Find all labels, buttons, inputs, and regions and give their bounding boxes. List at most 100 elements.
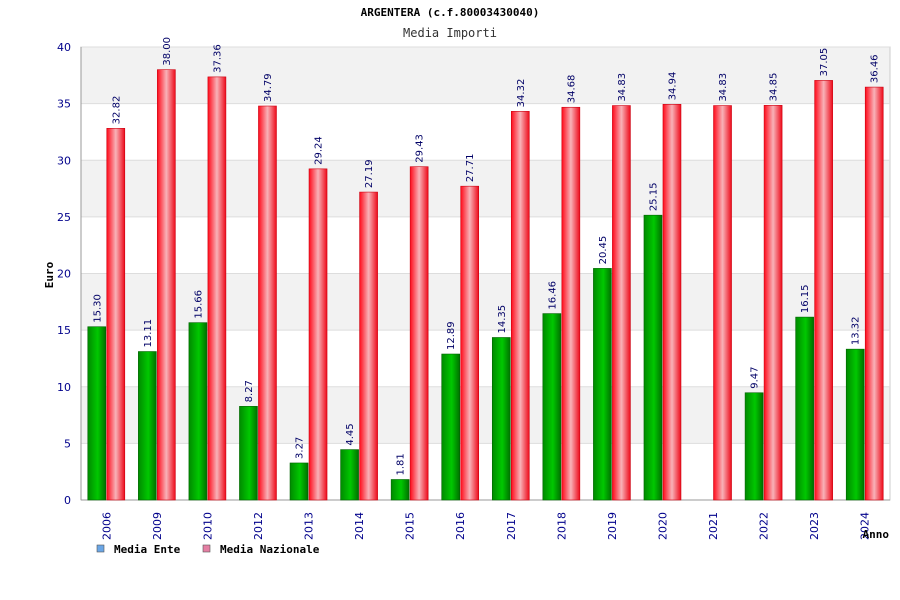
bar-media-nazionale bbox=[460, 185, 480, 501]
x-tick-label: 2018 bbox=[555, 512, 568, 540]
x-tick-label: 2024 bbox=[859, 512, 872, 540]
bar-media-ente bbox=[340, 449, 359, 501]
data-label-media-ente: 15.66 bbox=[193, 290, 204, 319]
bar-media-nazionale bbox=[308, 168, 328, 501]
legend: Media Ente Media Nazionale bbox=[96, 543, 320, 556]
data-label-media-nazionale: 27.19 bbox=[364, 159, 375, 188]
bar-media-ente bbox=[593, 268, 612, 501]
bar-media-nazionale bbox=[561, 106, 581, 501]
bar-media-ente bbox=[441, 353, 461, 501]
y-tick-label: 25 bbox=[57, 211, 71, 224]
data-label-media-nazionale: 38.00 bbox=[162, 37, 173, 66]
bars bbox=[87, 69, 884, 501]
x-tick-label: 2017 bbox=[505, 512, 518, 540]
x-tick-label: 2012 bbox=[252, 512, 265, 540]
bar-media-ente bbox=[390, 479, 410, 501]
bar-media-nazionale bbox=[359, 191, 378, 501]
bar-media-nazionale bbox=[207, 76, 227, 501]
data-label-media-ente: 15.30 bbox=[92, 294, 103, 323]
y-tick-label: 5 bbox=[64, 437, 71, 450]
data-label-media-ente: 25.15 bbox=[648, 183, 659, 212]
bar-media-nazionale bbox=[258, 105, 277, 501]
x-tick-label: 2021 bbox=[707, 512, 720, 540]
data-label-media-ente: 16.46 bbox=[547, 281, 558, 310]
data-label-media-nazionale: 29.43 bbox=[415, 134, 426, 163]
bar-media-ente bbox=[289, 462, 309, 501]
bar-media-nazionale bbox=[662, 104, 682, 501]
data-label-media-nazionale: 34.79 bbox=[263, 73, 274, 102]
bar-media-nazionale bbox=[612, 105, 631, 501]
bar-media-nazionale bbox=[510, 111, 530, 501]
bar-media-ente bbox=[542, 313, 562, 501]
data-label-media-ente: 4.45 bbox=[345, 423, 356, 445]
bar-media-nazionale bbox=[814, 80, 833, 501]
data-label-media-ente: 13.11 bbox=[143, 319, 154, 348]
bar-media-nazionale bbox=[763, 105, 783, 501]
data-label-media-nazionale: 34.32 bbox=[516, 79, 527, 108]
bar-media-ente bbox=[795, 316, 814, 501]
bar-media-ente bbox=[188, 322, 208, 501]
data-label-media-ente: 13.32 bbox=[851, 317, 862, 346]
bar-media-ente bbox=[643, 214, 663, 501]
x-tick-label: 2009 bbox=[151, 512, 164, 540]
x-tick-label: 2020 bbox=[656, 512, 669, 540]
bar-media-nazionale bbox=[157, 69, 176, 501]
data-label-media-nazionale: 34.68 bbox=[566, 75, 577, 104]
data-label-media-ente: 14.35 bbox=[497, 305, 508, 334]
bar-media-ente bbox=[744, 392, 764, 501]
bar-media-ente bbox=[138, 351, 157, 501]
data-labels: 15.30 32.82 13.11 38.00 15.66 37.36 8.27 34.79 3… bbox=[92, 37, 880, 475]
data-label-media-nazionale: 34.94 bbox=[667, 72, 678, 101]
y-axis-ticks: 0 5 10 15 20 25 30 35 40 bbox=[57, 41, 71, 507]
y-tick-label: 20 bbox=[57, 268, 71, 281]
bar-media-ente bbox=[239, 406, 258, 501]
data-label-media-nazionale: 27.71 bbox=[465, 154, 476, 183]
bar-media-ente bbox=[845, 348, 865, 501]
bar-media-nazionale bbox=[409, 166, 429, 501]
data-label-media-nazionale: 34.83 bbox=[718, 73, 729, 102]
x-tick-label: 2019 bbox=[606, 512, 619, 540]
x-tick-label: 2022 bbox=[758, 512, 771, 540]
y-axis-label: Euro bbox=[43, 261, 56, 288]
y-tick-label: 35 bbox=[57, 98, 71, 111]
bar-media-nazionale bbox=[713, 105, 732, 501]
data-label-media-nazionale: 34.83 bbox=[617, 73, 628, 102]
data-label-media-nazionale: 32.82 bbox=[111, 96, 122, 125]
legend-swatch bbox=[202, 544, 211, 553]
x-axis-ticks: 2006 2009 2010 2012 2013 2014 2015 2016 2017 2018… bbox=[100, 512, 871, 540]
x-tick-label: 2006 bbox=[100, 512, 113, 540]
chart-subtitle: Media Importi bbox=[403, 26, 497, 40]
data-label-media-ente: 20.45 bbox=[598, 236, 609, 265]
data-label-media-nazionale: 36.46 bbox=[870, 54, 881, 83]
x-tick-label: 2013 bbox=[303, 512, 316, 540]
y-tick-label: 15 bbox=[57, 324, 71, 337]
data-label-media-nazionale: 34.85 bbox=[769, 73, 780, 102]
x-tick-label: 2016 bbox=[454, 512, 467, 540]
legend-label: Media Nazionale bbox=[220, 543, 320, 556]
y-tick-label: 10 bbox=[57, 381, 71, 394]
legend-label: Media Ente bbox=[114, 543, 181, 556]
data-label-media-nazionale: 37.36 bbox=[212, 44, 223, 73]
x-axis-label: Anno bbox=[863, 528, 890, 541]
bar-media-ente bbox=[491, 337, 511, 501]
data-label-media-ente: 12.89 bbox=[446, 321, 457, 350]
x-tick-label: 2010 bbox=[201, 512, 214, 540]
legend-swatch bbox=[96, 544, 105, 553]
data-label-media-ente: 9.47 bbox=[750, 366, 761, 388]
bar-media-nazionale bbox=[106, 128, 126, 501]
y-tick-label: 40 bbox=[57, 41, 71, 54]
data-label-media-nazionale: 37.05 bbox=[819, 48, 830, 77]
bar-media-ente bbox=[87, 326, 107, 501]
y-tick-label: 0 bbox=[64, 494, 71, 507]
x-tick-label: 2023 bbox=[808, 512, 821, 540]
chart-title: ARGENTERA (c.f.80003430040) bbox=[361, 6, 540, 19]
y-tick-label: 30 bbox=[57, 154, 71, 167]
data-label-media-ente: 16.15 bbox=[800, 284, 811, 313]
x-tick-label: 2014 bbox=[353, 512, 366, 540]
x-tick-label: 2015 bbox=[404, 512, 417, 540]
bar-media-nazionale bbox=[864, 86, 884, 501]
data-label-media-nazionale: 29.24 bbox=[314, 136, 325, 165]
data-label-media-ente: 3.27 bbox=[295, 437, 306, 459]
data-label-media-ente: 8.27 bbox=[244, 380, 255, 402]
